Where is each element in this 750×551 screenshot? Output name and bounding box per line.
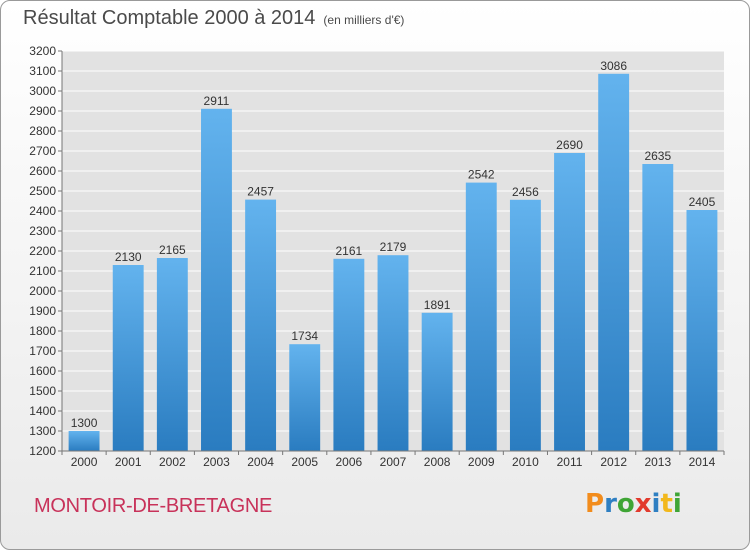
x-tick-label-2008: 2008 bbox=[424, 455, 451, 469]
x-tick-label-2013: 2013 bbox=[644, 455, 671, 469]
data-label-2003: 2911 bbox=[204, 94, 230, 108]
y-tick-label: 1200 bbox=[29, 444, 56, 458]
bar-2007 bbox=[377, 255, 409, 451]
data-label-2004: 2457 bbox=[247, 185, 274, 199]
data-label-2007: 2179 bbox=[380, 240, 407, 254]
y-tick-label: 2000 bbox=[29, 284, 56, 298]
bar-2001 bbox=[112, 265, 144, 451]
y-tick-label: 3000 bbox=[29, 84, 56, 98]
bar-2012 bbox=[598, 73, 630, 452]
x-tick-label-2000: 2000 bbox=[71, 455, 98, 469]
data-label-2013: 2635 bbox=[644, 149, 671, 163]
y-tick-label: 1900 bbox=[29, 304, 56, 318]
logo-letter: i bbox=[672, 489, 682, 519]
bar-2005 bbox=[289, 344, 321, 451]
logo-letter: t bbox=[660, 489, 673, 519]
x-tick-label-2014: 2014 bbox=[689, 455, 716, 469]
bar-2006 bbox=[333, 258, 365, 451]
x-tick-label-2011: 2011 bbox=[557, 455, 583, 469]
y-tick-label: 2800 bbox=[29, 124, 56, 138]
y-tick-label: 2900 bbox=[29, 104, 56, 118]
chart-title: Résultat Comptable 2000 à 2014 (en millie… bbox=[23, 7, 404, 30]
y-tick-label: 1400 bbox=[29, 404, 56, 418]
y-tick-label: 2400 bbox=[29, 204, 56, 218]
y-tick-label: 2500 bbox=[29, 184, 56, 198]
x-tick-label-2012: 2012 bbox=[600, 455, 627, 469]
logo-letter: x bbox=[634, 489, 652, 519]
bar-2010 bbox=[509, 199, 541, 451]
data-label-2006: 2161 bbox=[336, 244, 363, 258]
bar-2003 bbox=[201, 108, 232, 452]
chart-subtitle: (en milliers d'€) bbox=[323, 13, 405, 27]
x-tick-label-2003: 2003 bbox=[203, 455, 230, 469]
y-tick-label: 1600 bbox=[29, 364, 56, 378]
x-tick-label-2001: 2001 bbox=[115, 455, 142, 469]
bar-2002 bbox=[156, 258, 188, 451]
data-label-2014: 2405 bbox=[689, 195, 716, 209]
y-tick-label: 1700 bbox=[29, 344, 56, 358]
x-tick-label-2009: 2009 bbox=[468, 455, 495, 469]
x-tick-label-2006: 2006 bbox=[336, 455, 363, 469]
data-labels: 1300 2130 2165 2911 2457 1734 2161 2179 1891 2542… bbox=[71, 59, 716, 430]
data-label-2010: 2456 bbox=[512, 185, 539, 199]
bar-2004 bbox=[245, 199, 277, 451]
x-tick-label-2010: 2010 bbox=[512, 455, 539, 469]
x-axis-ticks: 2000 2001 2002 2003 2004 2005 2006 2007 2008 2009… bbox=[61, 451, 725, 469]
data-label-2002: 2165 bbox=[159, 243, 186, 257]
bar-2013 bbox=[642, 164, 674, 451]
x-tick-label-2002: 2002 bbox=[159, 455, 186, 469]
y-tick-label: 2300 bbox=[29, 224, 56, 238]
bar-2009 bbox=[465, 182, 497, 451]
bar-2000 bbox=[68, 431, 100, 451]
y-tick-label: 1300 bbox=[29, 424, 56, 438]
data-label-2005: 1734 bbox=[291, 329, 318, 343]
y-tick-label: 2100 bbox=[29, 264, 56, 278]
y-tick-label: 1800 bbox=[29, 324, 56, 338]
x-tick-label-2005: 2005 bbox=[291, 455, 318, 469]
bar-2008 bbox=[421, 312, 453, 451]
bars bbox=[68, 73, 718, 452]
data-label-2011: 2690 bbox=[556, 138, 583, 152]
logo-letter: i bbox=[651, 489, 661, 519]
y-tick-label: 1500 bbox=[29, 384, 56, 398]
logo-letter: o bbox=[616, 489, 635, 519]
data-label-2009: 2542 bbox=[468, 168, 495, 182]
y-tick-label: 2600 bbox=[29, 164, 56, 178]
y-tick-label: 3100 bbox=[29, 64, 56, 78]
bar-2011 bbox=[554, 153, 585, 451]
y-axis-ticks: 1200 1300 1400 1500 1600 1700 1800 1900 2000 2100… bbox=[29, 44, 63, 458]
proxiti-logo: Proxiti bbox=[585, 489, 682, 519]
x-tick-label-2004: 2004 bbox=[247, 455, 274, 469]
data-label-2000: 1300 bbox=[71, 416, 98, 430]
x-tick-label-2007: 2007 bbox=[380, 455, 407, 469]
data-label-2012: 3086 bbox=[600, 59, 627, 73]
chart-title-main: Résultat Comptable 2000 à 2014 bbox=[23, 7, 316, 29]
data-label-2008: 1891 bbox=[424, 298, 451, 312]
logo-letter: r bbox=[604, 489, 617, 519]
logo-letter: P bbox=[585, 489, 605, 519]
place-name: MONTOIR-DE-BRETAGNE bbox=[34, 495, 273, 517]
y-tick-label: 2700 bbox=[29, 144, 56, 158]
bar-2014 bbox=[686, 210, 718, 451]
data-label-2001: 2130 bbox=[115, 250, 142, 264]
y-tick-label: 3200 bbox=[29, 44, 56, 58]
y-tick-label: 2200 bbox=[29, 244, 56, 258]
